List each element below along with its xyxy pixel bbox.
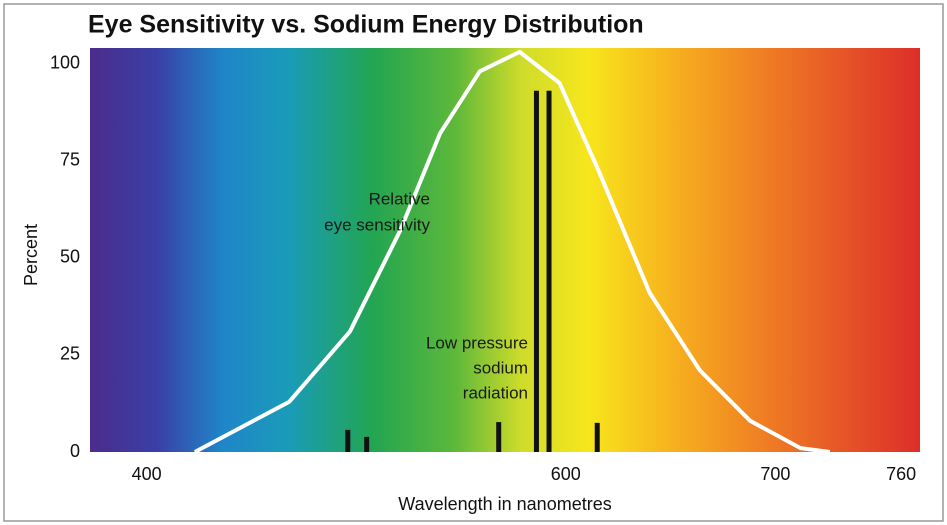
sensitivity-curve: [193, 49, 831, 454]
annotation: Relative: [369, 189, 430, 208]
spectrum-background: [90, 48, 920, 452]
annotation: Low pressure: [426, 333, 528, 352]
frame: [3, 3, 944, 522]
y-axis-label: Percent: [21, 224, 41, 286]
x-tick-label: 400: [132, 464, 162, 484]
x-tick-label: 700: [760, 464, 790, 484]
sodium-line: [496, 422, 502, 452]
sodium-line: [345, 429, 351, 452]
sodium-line: [533, 90, 539, 452]
annotation: eye sensitivity: [324, 215, 430, 234]
x-tick-label: 760: [886, 464, 916, 484]
y-tick-label: 0: [70, 441, 80, 461]
y-tick-label: 75: [60, 149, 80, 169]
sodium-line: [546, 90, 552, 452]
sodium-line: [364, 436, 370, 452]
x-tick-label: 600: [551, 464, 581, 484]
y-tick-label: 100: [50, 52, 80, 72]
x-axis-label: Wavelength in nanometres: [398, 494, 611, 514]
chart-title: Eye Sensitivity vs. Sodium Energy Distri…: [88, 11, 644, 39]
y-tick-label: 50: [60, 247, 80, 267]
annotation: radiation: [463, 383, 528, 402]
sodium-line: [594, 422, 600, 452]
annotation: sodium: [473, 358, 528, 377]
y-tick-label: 25: [60, 344, 80, 364]
